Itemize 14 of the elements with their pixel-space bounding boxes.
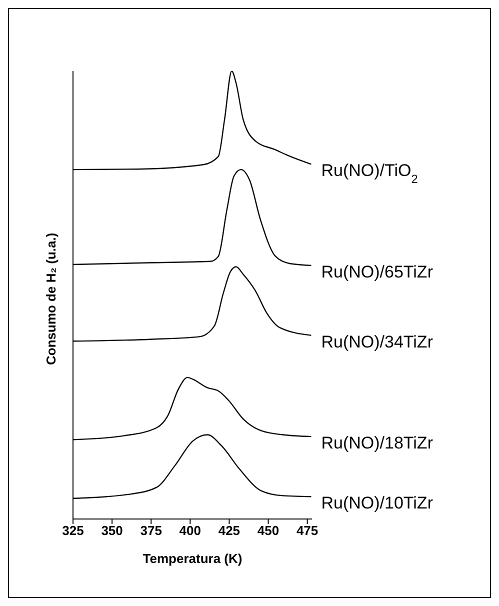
y-axis-title: Consumo de H₂ (u.a.) bbox=[44, 232, 59, 365]
x-tick-label: 400 bbox=[179, 523, 202, 538]
x-tick-label: 475 bbox=[296, 523, 318, 538]
x-axis-title: Temperatura (K) bbox=[142, 551, 242, 566]
series-label: Ru(NO)/TiO$_{2}$ bbox=[321, 161, 418, 186]
series-label: Ru(NO)/10TiZr bbox=[321, 494, 434, 513]
x-tick-label: 375 bbox=[140, 523, 162, 538]
series-label: Ru(NO)/18TiZr bbox=[321, 434, 434, 453]
x-tick-label: 450 bbox=[257, 523, 280, 538]
x-tick-label: 325 bbox=[62, 523, 84, 538]
x-tick-label: 350 bbox=[101, 523, 123, 538]
series-label: Ru(NO)/65TiZr bbox=[321, 262, 434, 282]
x-tick-label: 425 bbox=[218, 523, 240, 538]
series-label: Ru(NO)/34TiZr bbox=[321, 332, 434, 352]
